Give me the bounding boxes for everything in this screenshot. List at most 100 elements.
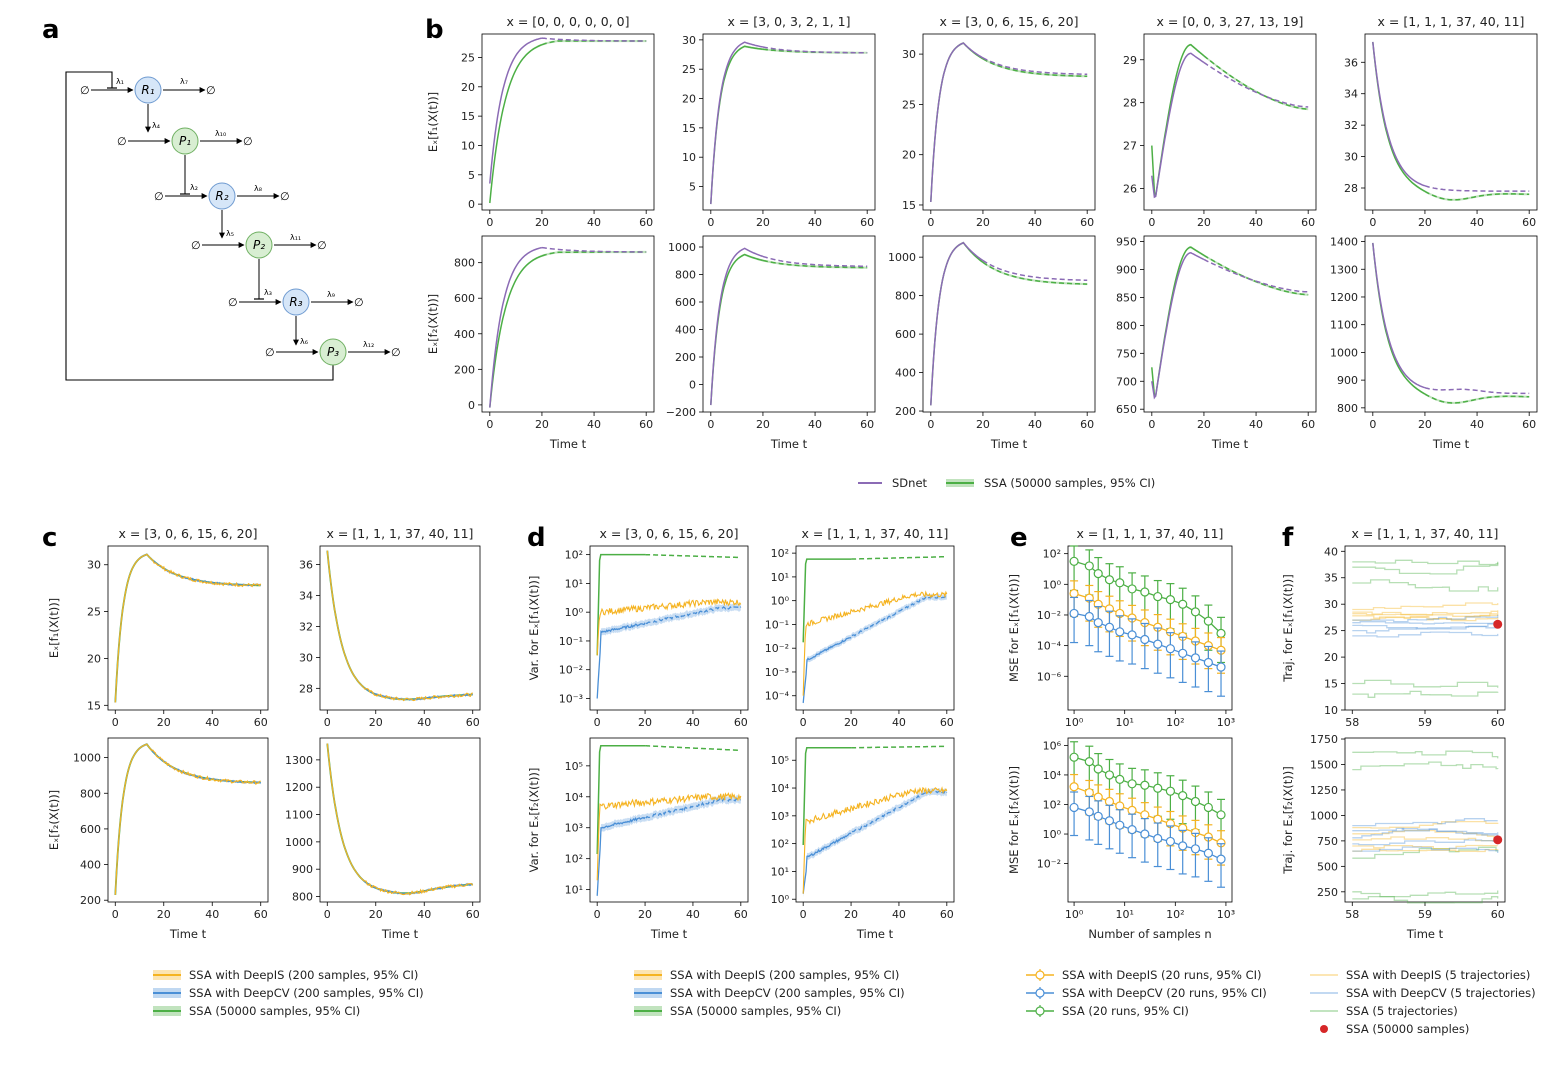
y-axis-title: Eₓ[f₁(X(t))]	[47, 598, 61, 658]
sdnet-line	[489, 246, 543, 408]
y-tick-label: 10⁰	[565, 606, 584, 619]
mse-point	[1093, 811, 1103, 821]
y-tick-label: 1500	[1310, 758, 1338, 771]
axis-frame	[107, 545, 269, 711]
empty-set: ∅	[280, 190, 290, 203]
ssa-trajectory	[1352, 690, 1499, 698]
y-tick-label: 600	[675, 296, 696, 309]
x-tick-label: 60	[639, 418, 653, 431]
x-tick-label: 10⁰	[1065, 908, 1084, 921]
y-tick-label: 10⁴	[565, 791, 584, 804]
y-tick-label: 28	[299, 682, 313, 695]
y-tick-label: 30	[902, 48, 916, 61]
x-tick-label: 20	[157, 908, 171, 921]
x-axis-title: Time t	[381, 927, 419, 941]
plot-title: x = [1, 1, 1, 37, 40, 11]	[1378, 14, 1525, 29]
mse-point	[1115, 820, 1125, 830]
y-tick-label: 200	[895, 405, 916, 418]
axis-frame	[702, 235, 876, 413]
ssa-line	[489, 255, 543, 408]
y-tick-label: 10¹	[565, 577, 583, 590]
x-tick-label: 0	[1369, 418, 1376, 431]
deepcv-variance-line-extrapolated	[851, 789, 948, 833]
plot-title: x = [0, 0, 0, 0, 0, 0]	[506, 14, 629, 29]
y-axis-title: Var. for Eₓ[f₁(X(t))]	[527, 576, 541, 681]
y-tick-label: 25	[902, 98, 916, 111]
axis-frame	[1143, 33, 1317, 211]
mse-point	[1069, 556, 1079, 566]
ssa-line-extrapolated	[1424, 393, 1530, 404]
mse-point	[1165, 644, 1176, 654]
mse-point	[1178, 791, 1188, 801]
x-tick-label: 40	[686, 716, 700, 729]
ssa-line	[710, 45, 763, 205]
y-tick-label: 25	[461, 51, 475, 64]
mse-point	[1069, 608, 1079, 619]
legends-layer: SDnet SSA (50000 samples, 95% CI)SSA with…	[153, 476, 1536, 1036]
y-tick-label: 0	[468, 399, 475, 412]
mse-point	[1104, 796, 1115, 807]
x-tick-label: 20	[157, 716, 171, 729]
legend-label: SSA with DeepCV (5 trajectories)	[1346, 986, 1536, 1000]
deepcv-variance-line	[596, 622, 646, 699]
ssa-trajectory	[1352, 750, 1499, 759]
y-tick-label: 10⁻¹	[765, 618, 789, 631]
plot-title: x = [3, 0, 6, 15, 6, 20]	[940, 14, 1079, 29]
y-tick-label: 400	[895, 367, 916, 380]
x-tick-label: 0	[927, 216, 934, 229]
ssa-trajectory	[1352, 579, 1499, 592]
x-tick-label: 60	[1080, 418, 1094, 431]
x-axis-title: Time t	[1211, 437, 1249, 451]
panel-b-subplot: 0 20 40 60 200 400 600 800 1000 Time t	[888, 235, 1096, 451]
y-tick-label: 10⁶	[1043, 739, 1062, 752]
deepis-line	[326, 743, 474, 896]
mse-point	[1190, 607, 1201, 617]
x-tick-label: 60	[1522, 216, 1536, 229]
y-tick-label: 1300	[1330, 263, 1358, 276]
y-tick-label: 32	[299, 620, 313, 633]
y-tick-label: 10²	[1043, 548, 1061, 561]
rate-lambda-4: λ₄	[152, 121, 160, 130]
ssa-ci-band	[1151, 43, 1309, 198]
ssa-trajectory	[1352, 679, 1499, 688]
x-tick-label: 60	[254, 716, 268, 729]
x-tick-label: 0	[800, 716, 807, 729]
ssa-ci-band	[1372, 241, 1530, 404]
x-tick-label: 10¹	[1115, 908, 1133, 921]
empty-set: ∅	[391, 346, 401, 359]
y-tick-label: 10³	[565, 822, 583, 835]
y-tick-label: 34	[1344, 88, 1358, 101]
ssa-trajectory	[1352, 562, 1499, 575]
plot-title: x = [0, 0, 3, 27, 13, 19]	[1157, 14, 1304, 29]
x-tick-label: 20	[976, 216, 990, 229]
legend-label: SSA with DeepIS (200 samples, 95% CI)	[670, 968, 899, 982]
mse-point	[1165, 786, 1176, 796]
y-tick-label: 20	[87, 652, 101, 665]
deepcv-line	[114, 743, 262, 895]
panel-e-subplot: 10⁰ 10¹ 10² 10³ 10⁻² 10⁰ 10² 10⁴ 10⁶ Number of sa…	[1007, 737, 1235, 941]
plot-title: x = [3, 0, 6, 15, 6, 20]	[600, 526, 739, 541]
x-tick-label: 0	[707, 216, 714, 229]
ssa-line-extrapolated	[982, 58, 1088, 77]
sdnet-line	[1372, 242, 1426, 389]
x-tick-label: 0	[486, 216, 493, 229]
y-axis-title: Traj. for Eₓ[f₁(X(t))]	[1281, 574, 1295, 682]
y-tick-label: 0	[689, 379, 696, 392]
y-tick-label: 1100	[285, 809, 313, 822]
sdnet-line	[489, 37, 543, 184]
series-ssa	[1069, 545, 1226, 664]
rate-lambda-7: λ₇	[180, 77, 188, 86]
plot-title: x = [1, 1, 1, 37, 40, 11]	[1352, 526, 1499, 541]
y-tick-label: 10³	[771, 810, 789, 823]
deepis-variance-line	[596, 791, 742, 881]
ssa-trajectory	[1352, 890, 1499, 898]
deepis-trajectory	[1352, 614, 1499, 621]
y-tick-label: 10¹	[771, 571, 789, 584]
panel-c-subplot: 0 20 40 60 15 20 25 30 x = [3, 0, 6, 15, 6, 20] E…	[47, 526, 269, 729]
axis-frame	[1067, 545, 1233, 711]
y-tick-label: 1000	[285, 836, 313, 849]
y-axis-title: MSE for Eₓ[f₂(X(t))]	[1007, 766, 1021, 874]
x-tick-label: 0	[1148, 418, 1155, 431]
mse-point	[1190, 844, 1201, 854]
ssa-line	[1372, 242, 1426, 395]
